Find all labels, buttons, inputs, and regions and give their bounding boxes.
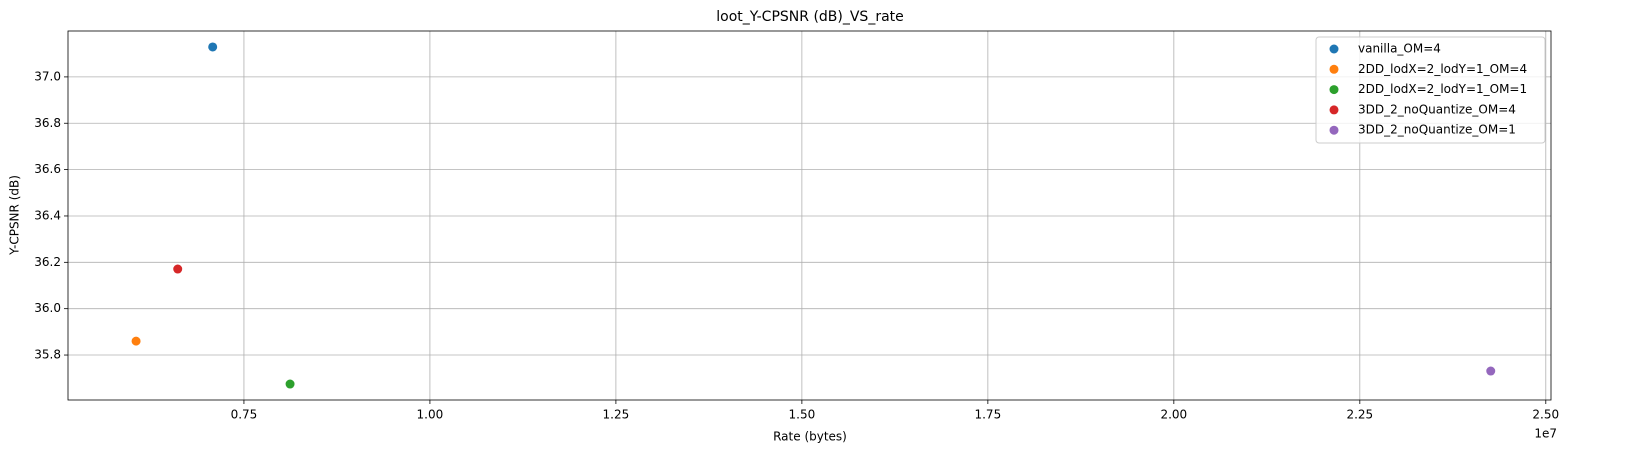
legend: vanilla_OM=4 2DD_lodX=2_lodY=1_OM=4 2DD_lo… bbox=[1315, 36, 1546, 144]
y-tick-label: 35.8 bbox=[34, 348, 61, 362]
point bbox=[131, 336, 141, 346]
y-tick-label: 36.4 bbox=[34, 208, 61, 222]
point bbox=[208, 42, 218, 52]
y-tick-label: 36.6 bbox=[34, 162, 61, 176]
x-tick-label: 0.75 bbox=[231, 408, 258, 422]
legend-marker bbox=[1329, 105, 1339, 115]
legend-box bbox=[1315, 36, 1546, 144]
x-axis-label: Rate (bytes) bbox=[773, 430, 847, 444]
legend-marker bbox=[1329, 85, 1339, 95]
y-axis-label: Y-CPSNR (dB) bbox=[8, 175, 22, 256]
legend-marker bbox=[1329, 64, 1339, 74]
x-tick-label: 2.00 bbox=[1160, 408, 1187, 422]
chart-title: loot_Y-CPSNR (dB)_VS_rate bbox=[716, 9, 904, 25]
legend-label: 2DD_lodX=2_lodY=1_OM=1 bbox=[1358, 82, 1527, 96]
x-tick-label: 1.00 bbox=[417, 408, 444, 422]
legend-marker bbox=[1329, 44, 1339, 54]
legend-label: 3DD_2_noQuantize_OM=1 bbox=[1358, 123, 1516, 137]
legend-label: 3DD_2_noQuantize_OM=4 bbox=[1358, 102, 1516, 116]
legend-label: vanilla_OM=4 bbox=[1358, 42, 1441, 56]
x-tick-label: 1.50 bbox=[789, 408, 816, 422]
x-offset-label: 1e7 bbox=[1534, 427, 1557, 441]
legend-marker bbox=[1329, 125, 1339, 135]
x-tick-label: 1.25 bbox=[603, 408, 630, 422]
legend-label: 2DD_lodX=2_lodY=1_OM=4 bbox=[1358, 62, 1527, 76]
x-tick-label: 2.50 bbox=[1532, 408, 1559, 422]
point bbox=[173, 264, 183, 274]
y-tick-label: 36.0 bbox=[34, 301, 61, 315]
y-tick-label: 36.8 bbox=[34, 116, 61, 130]
x-tick-label: 2.25 bbox=[1346, 408, 1373, 422]
plot-frame bbox=[67, 30, 1552, 401]
point bbox=[1486, 366, 1496, 376]
y-tick-label: 36.2 bbox=[34, 255, 61, 269]
point bbox=[285, 379, 295, 389]
x-tick-label: 1.75 bbox=[974, 408, 1001, 422]
y-tick-label: 37.0 bbox=[34, 69, 61, 83]
